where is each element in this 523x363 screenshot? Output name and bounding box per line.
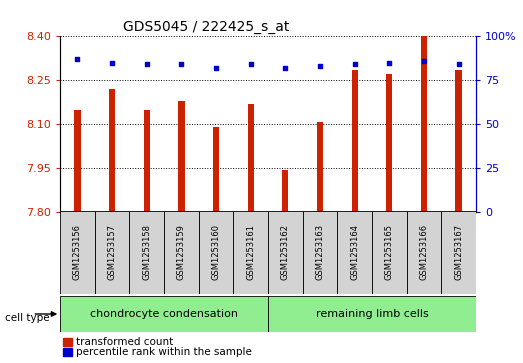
Bar: [178, 101, 185, 212]
Text: chondrocyte condensation: chondrocyte condensation: [90, 309, 238, 319]
FancyBboxPatch shape: [199, 211, 233, 294]
FancyBboxPatch shape: [268, 211, 303, 294]
FancyBboxPatch shape: [129, 211, 164, 294]
Text: GSM1253164: GSM1253164: [350, 224, 359, 280]
Text: transformed count: transformed count: [76, 337, 173, 347]
Point: [246, 62, 255, 68]
Point: [108, 60, 116, 66]
Point: [316, 63, 324, 69]
Text: GSM1253156: GSM1253156: [73, 224, 82, 280]
Point: [281, 65, 290, 71]
FancyBboxPatch shape: [303, 211, 337, 294]
Bar: [144, 110, 150, 212]
Bar: [213, 127, 219, 212]
Bar: [74, 110, 81, 212]
Bar: [282, 170, 289, 212]
Point: [212, 65, 220, 71]
FancyBboxPatch shape: [60, 296, 268, 332]
Bar: [247, 104, 254, 212]
Text: GSM1253163: GSM1253163: [315, 224, 324, 280]
Bar: [109, 89, 115, 212]
FancyBboxPatch shape: [164, 211, 199, 294]
Point: [454, 62, 463, 68]
Point: [73, 56, 82, 62]
FancyBboxPatch shape: [372, 211, 407, 294]
Text: GSM1253157: GSM1253157: [108, 224, 117, 280]
FancyBboxPatch shape: [407, 211, 441, 294]
Text: remaining limb cells: remaining limb cells: [315, 309, 428, 319]
FancyBboxPatch shape: [268, 296, 476, 332]
FancyBboxPatch shape: [95, 211, 129, 294]
FancyBboxPatch shape: [337, 211, 372, 294]
Text: GSM1253161: GSM1253161: [246, 224, 255, 280]
Point: [350, 62, 359, 68]
Text: percentile rank within the sample: percentile rank within the sample: [76, 347, 252, 358]
Point: [420, 58, 428, 64]
Text: GSM1253165: GSM1253165: [385, 224, 394, 280]
Bar: [456, 70, 462, 212]
Text: GSM1253160: GSM1253160: [212, 224, 221, 280]
FancyBboxPatch shape: [441, 211, 476, 294]
Text: cell type: cell type: [5, 313, 50, 323]
Point: [385, 60, 393, 66]
Text: GSM1253159: GSM1253159: [177, 224, 186, 280]
Text: GSM1253162: GSM1253162: [281, 224, 290, 280]
Bar: [386, 74, 392, 212]
Text: GSM1253167: GSM1253167: [454, 224, 463, 280]
FancyBboxPatch shape: [60, 211, 95, 294]
Bar: [317, 122, 323, 212]
FancyBboxPatch shape: [233, 211, 268, 294]
Text: GSM1253158: GSM1253158: [142, 224, 151, 280]
Point: [143, 62, 151, 68]
Text: GDS5045 / 222425_s_at: GDS5045 / 222425_s_at: [122, 20, 289, 34]
Bar: [351, 70, 358, 212]
Point: [177, 62, 186, 68]
Text: GSM1253166: GSM1253166: [419, 224, 428, 280]
Bar: [421, 36, 427, 212]
